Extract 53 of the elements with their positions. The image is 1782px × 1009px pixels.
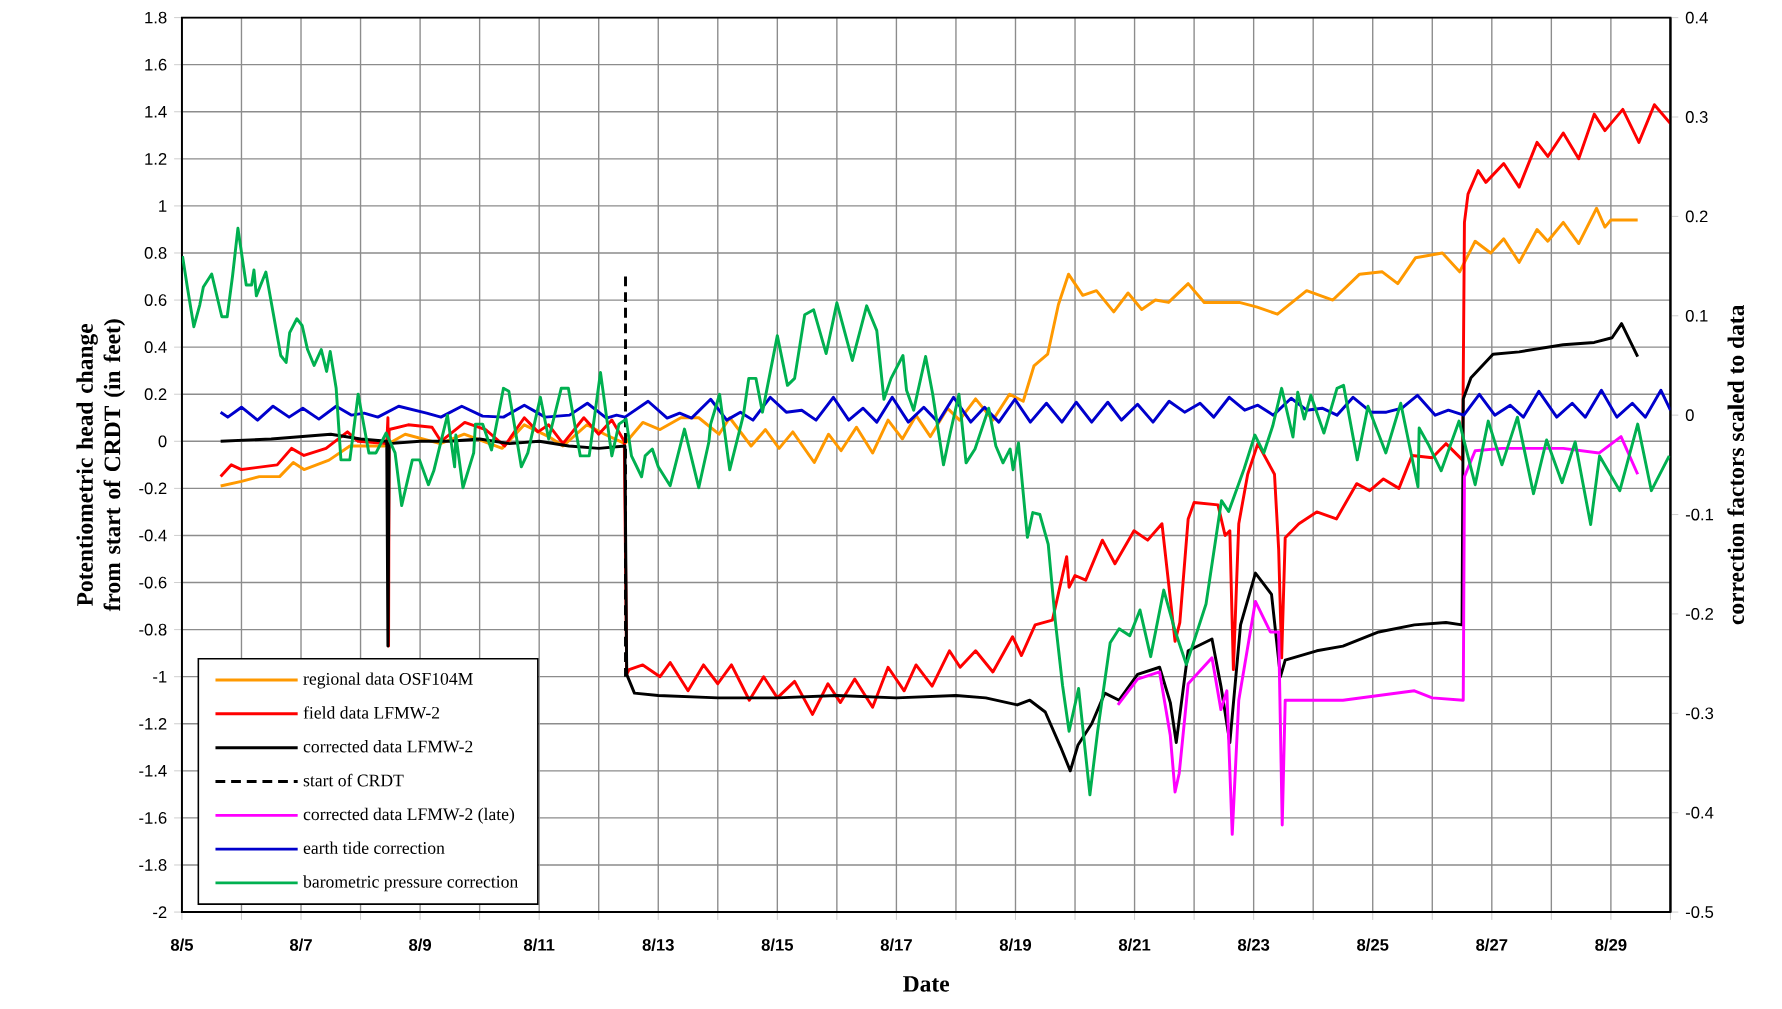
y-tick-label: -0.2 xyxy=(139,482,167,495)
x-tick-label: 8/17 xyxy=(880,938,912,951)
x-tick-label: 8/19 xyxy=(999,938,1032,951)
y2-tick-label: -0.1 xyxy=(1685,508,1714,521)
y-tick-label: -1.8 xyxy=(139,859,167,871)
y2-axis-title: correction factors scaled to data xyxy=(1727,304,1745,625)
y2-tick-label: -0.3 xyxy=(1685,707,1714,720)
legend-label: corrected data LFMW-2 xyxy=(303,740,473,753)
y-tick-label: -1.2 xyxy=(139,717,167,730)
y-tick-label: 0.6 xyxy=(144,294,167,306)
y-tick-label: 1 xyxy=(159,200,167,212)
y-tick-label: 0.4 xyxy=(144,341,167,354)
x-tick-label: 8/27 xyxy=(1476,938,1508,951)
x-tick-label: 8/15 xyxy=(761,938,794,951)
y-tick-label: 1.8 xyxy=(145,11,167,24)
x-tick-label: 8/11 xyxy=(523,938,555,951)
x-tick-label: 8/21 xyxy=(1118,938,1151,951)
y-tick-label: 0 xyxy=(158,435,167,448)
legend-label: barometric pressure correction xyxy=(303,875,518,892)
y-tick-label: 1.6 xyxy=(145,58,167,71)
y-tick-label: -1 xyxy=(153,670,167,683)
x-tick-label: 8/23 xyxy=(1237,938,1270,951)
legend-label: start of CRDT xyxy=(303,773,404,787)
legend-label: regional data OSF104M xyxy=(303,672,473,689)
y2-tick-label: -0.4 xyxy=(1685,806,1714,819)
y-tick-label: -2 xyxy=(153,906,167,918)
y-tick-label: 1.2 xyxy=(145,153,167,165)
legend-label: earth tide correction xyxy=(303,841,445,854)
y2-tick-label: 0.3 xyxy=(1685,111,1708,123)
y2-tick-label: 0.2 xyxy=(1685,210,1708,223)
y2-tick-label: -0.5 xyxy=(1685,906,1714,918)
x-tick-label: 8/25 xyxy=(1357,938,1389,951)
legend-label: field data LFMW-2 xyxy=(303,706,440,719)
y2-tick-label: 0.4 xyxy=(1685,11,1708,24)
y-tick-label: -0.4 xyxy=(139,529,167,542)
y-tick-label: -1.4 xyxy=(139,765,167,777)
legend-label: corrected data LFMW-2 (late) xyxy=(303,807,515,824)
y2-tick-label: -0.2 xyxy=(1685,608,1714,620)
y-tick-label: 1.4 xyxy=(145,106,167,118)
y2-tick-label: 0.1 xyxy=(1685,309,1708,322)
y-tick-label: 0.8 xyxy=(144,247,167,259)
y-axis-title: Potentiometric head change from start of CRDT (in feet) xyxy=(76,319,126,612)
y-tick-label: -0.6 xyxy=(139,576,167,589)
y2-tick-label: 0 xyxy=(1685,409,1694,422)
x-axis-title: Date xyxy=(903,976,950,992)
y-tick-label: -1.6 xyxy=(139,812,167,824)
x-tick-label: 8/9 xyxy=(409,938,432,951)
y-tick-label: -0.8 xyxy=(139,623,167,636)
x-tick-label: 8/29 xyxy=(1595,938,1627,951)
x-tick-label: 8/5 xyxy=(170,938,194,951)
x-tick-label: 8/7 xyxy=(289,938,312,951)
y-tick-label: 0.2 xyxy=(144,388,167,401)
x-tick-label: 8/13 xyxy=(642,938,674,951)
